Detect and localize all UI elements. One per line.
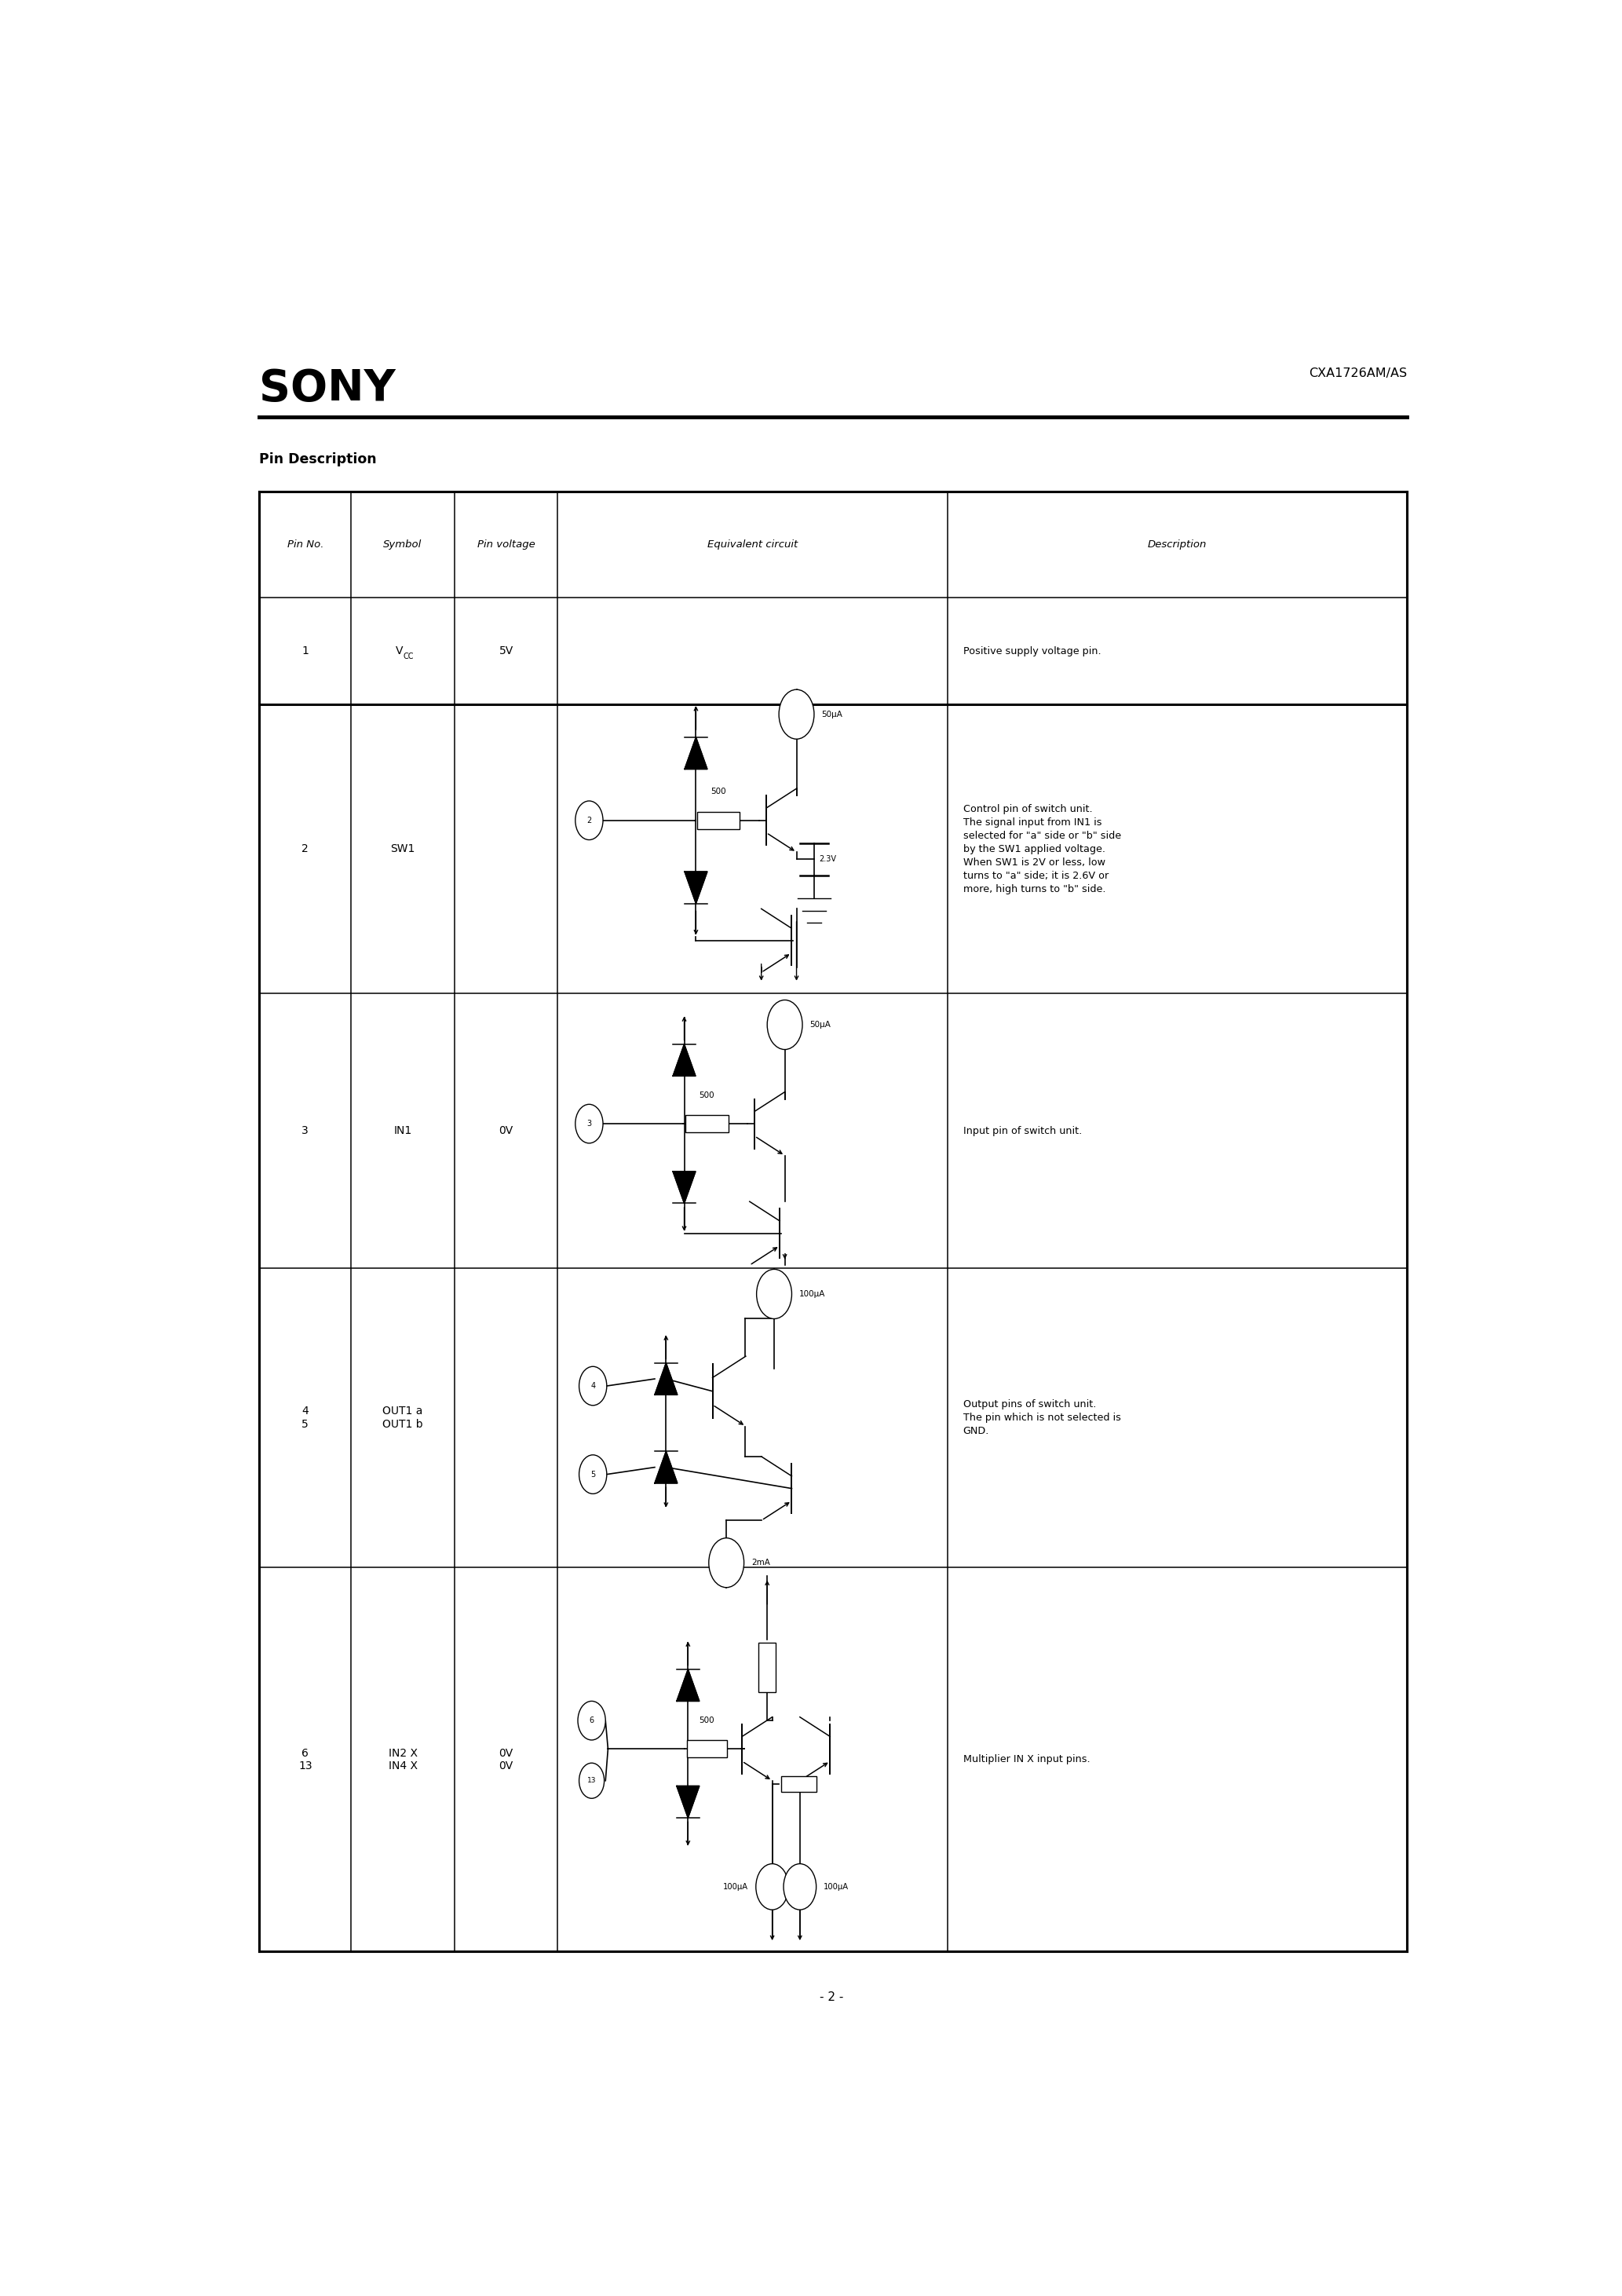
Text: 13: 13 <box>587 1777 597 1784</box>
Text: - 2 -: - 2 - <box>819 1991 843 2004</box>
Text: 2: 2 <box>587 817 592 824</box>
Bar <box>697 810 740 829</box>
Text: SONY: SONY <box>260 367 396 411</box>
Text: 50μA: 50μA <box>809 1022 830 1029</box>
Text: Input pin of switch unit.: Input pin of switch unit. <box>963 1125 1082 1137</box>
Text: 4
5: 4 5 <box>302 1405 308 1430</box>
Text: Multiplier IN X input pins.: Multiplier IN X input pins. <box>963 1754 1090 1766</box>
Circle shape <box>756 1864 788 1910</box>
Circle shape <box>577 1701 605 1740</box>
Circle shape <box>576 1104 603 1143</box>
Bar <box>782 1777 816 1793</box>
Polygon shape <box>673 1171 696 1203</box>
Text: 0V
0V: 0V 0V <box>500 1747 513 1770</box>
Text: Positive supply voltage pin.: Positive supply voltage pin. <box>963 645 1101 657</box>
Text: Output pins of switch unit.
The pin which is not selected is
GND.: Output pins of switch unit. The pin whic… <box>963 1398 1121 1437</box>
Polygon shape <box>684 872 707 902</box>
Circle shape <box>783 1864 816 1910</box>
Circle shape <box>709 1538 744 1587</box>
Bar <box>759 1644 775 1692</box>
Text: Equivalent circuit: Equivalent circuit <box>707 540 798 549</box>
Text: 6: 6 <box>589 1717 594 1724</box>
Text: 100μA: 100μA <box>800 1290 826 1297</box>
Circle shape <box>756 1270 792 1318</box>
Bar <box>260 491 1406 1952</box>
Text: 100μA: 100μA <box>723 1883 748 1890</box>
Circle shape <box>576 801 603 840</box>
Bar <box>686 1116 728 1132</box>
Text: IN2 X
IN4 X: IN2 X IN4 X <box>388 1747 417 1770</box>
Text: V: V <box>396 645 402 657</box>
Text: 2mA: 2mA <box>751 1559 770 1566</box>
Text: 3: 3 <box>587 1120 592 1127</box>
Text: 1: 1 <box>302 645 308 657</box>
Circle shape <box>579 1366 607 1405</box>
Polygon shape <box>676 1786 699 1818</box>
Text: Symbol: Symbol <box>383 540 422 549</box>
Text: 2.3V: 2.3V <box>819 856 837 863</box>
Text: 5V: 5V <box>500 645 513 657</box>
Polygon shape <box>655 1451 678 1483</box>
Text: CXA1726AM/AS: CXA1726AM/AS <box>1309 367 1406 379</box>
Text: Pin voltage: Pin voltage <box>477 540 535 549</box>
Text: Pin No.: Pin No. <box>287 540 323 549</box>
Polygon shape <box>676 1669 699 1701</box>
Polygon shape <box>655 1364 678 1394</box>
Text: 0V: 0V <box>500 1125 513 1137</box>
Text: OUT1 a
OUT1 b: OUT1 a OUT1 b <box>383 1405 423 1430</box>
Circle shape <box>579 1456 607 1495</box>
Text: Pin Description: Pin Description <box>260 452 376 466</box>
Text: 2: 2 <box>302 843 308 854</box>
Text: 6
13: 6 13 <box>298 1747 311 1770</box>
Text: Control pin of switch unit.
The signal input from IN1 is
selected for "a" side o: Control pin of switch unit. The signal i… <box>963 804 1121 893</box>
Text: SW1: SW1 <box>391 843 415 854</box>
Circle shape <box>579 1763 605 1798</box>
Text: CC: CC <box>402 652 414 661</box>
Text: 500: 500 <box>710 788 727 797</box>
Circle shape <box>779 689 814 739</box>
Bar <box>686 1740 727 1759</box>
Text: Description: Description <box>1148 540 1207 549</box>
Text: 500: 500 <box>699 1717 715 1724</box>
Text: 3: 3 <box>302 1125 308 1137</box>
Text: 50μA: 50μA <box>822 709 843 719</box>
Text: 4: 4 <box>590 1382 595 1389</box>
Circle shape <box>767 1001 803 1049</box>
Text: IN1: IN1 <box>394 1125 412 1137</box>
Text: 500: 500 <box>699 1091 715 1100</box>
Polygon shape <box>673 1045 696 1077</box>
Text: 100μA: 100μA <box>824 1883 848 1890</box>
Text: 5: 5 <box>590 1469 595 1479</box>
Polygon shape <box>684 737 707 769</box>
